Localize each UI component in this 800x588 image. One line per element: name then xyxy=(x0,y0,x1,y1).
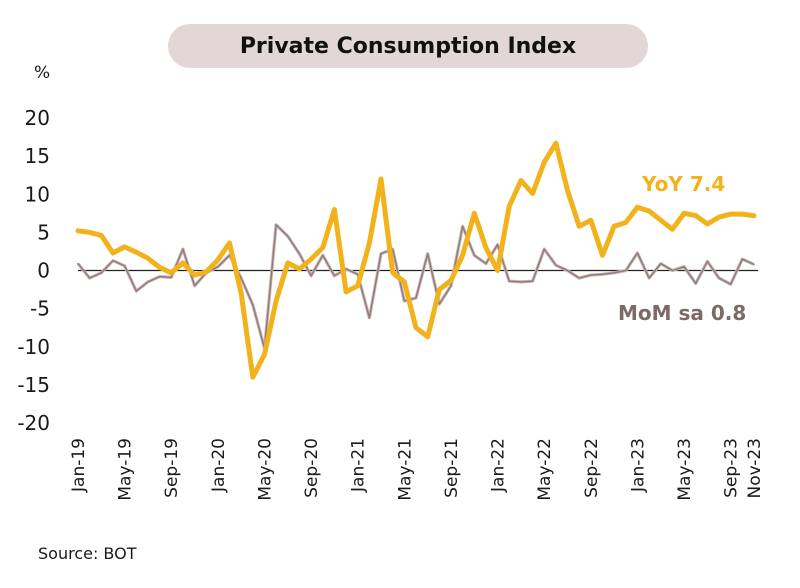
x-tick-label: May-21 xyxy=(395,438,415,501)
chart-title-pill: Private Consumption Index xyxy=(168,24,648,68)
x-tick-label: Jan-23 xyxy=(628,438,648,493)
x-tick-label: Sep-23 xyxy=(722,438,742,498)
series-layer xyxy=(75,140,757,380)
y-tick-label: -20 xyxy=(17,411,50,435)
source-note: Source: BOT xyxy=(38,544,137,563)
x-tick-label: Sep-20 xyxy=(302,438,322,498)
series-label-yoy: YoY 7.4 xyxy=(641,172,725,196)
x-tick-label: Sep-19 xyxy=(162,438,182,498)
y-tick-label: 20 xyxy=(25,106,50,130)
y-tick-label: -10 xyxy=(17,335,50,359)
x-tick-label: Jan-21 xyxy=(349,438,369,493)
x-axis-ticks: Jan-19 May-19 Sep-19 Jan-20 May-20 Sep-20 Jan-… xyxy=(69,438,765,501)
x-tick-label: Nov-23 xyxy=(745,438,765,499)
x-tick-label: Sep-21 xyxy=(442,438,462,498)
x-tick-label: Sep-22 xyxy=(582,438,602,498)
series-line-yoy xyxy=(75,140,757,380)
y-unit-label: % xyxy=(34,63,50,83)
chart-title: Private Consumption Index xyxy=(239,33,577,59)
x-tick-label: May-22 xyxy=(535,438,555,501)
chart-canvas: % 20 15 10 5 0 -5 -10 -15 -20 Jan-19 May-19 Sep-19… xyxy=(17,63,765,501)
y-axis-ticks: 20 15 10 5 0 -5 -10 -15 -20 xyxy=(17,106,50,435)
y-tick-label: 10 xyxy=(25,182,50,206)
y-tick-label: 15 xyxy=(25,144,50,168)
x-tick-label: Jan-19 xyxy=(69,438,89,493)
y-tick-label: 5 xyxy=(37,220,50,244)
x-tick-label: Jan-20 xyxy=(209,438,229,493)
x-tick-label: May-20 xyxy=(256,438,276,501)
x-tick-label: May-23 xyxy=(675,438,695,501)
x-tick-label: May-19 xyxy=(116,438,136,501)
y-tick-label: -5 xyxy=(30,297,50,321)
x-tick-label: Jan-22 xyxy=(489,438,509,493)
y-tick-label: -15 xyxy=(17,373,50,397)
series-label-mom: MoM sa 0.8 xyxy=(618,301,746,325)
y-tick-label: 0 xyxy=(37,259,50,283)
